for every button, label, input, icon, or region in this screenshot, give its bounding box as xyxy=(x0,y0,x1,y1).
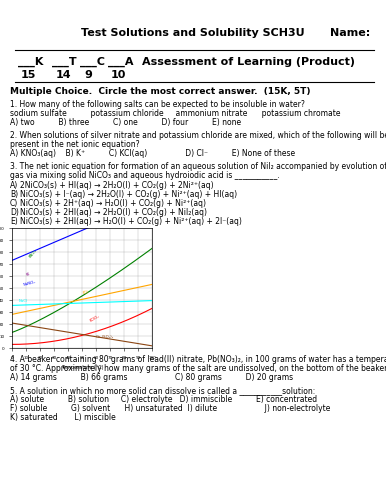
Text: K) saturated       L) miscible: K) saturated L) miscible xyxy=(10,413,116,422)
Text: A) solute          B) solution     C) electrolyte   D) immiscible          E) co: A) solute B) solution C) electrolyte D) … xyxy=(10,395,317,404)
Text: 5. A solution in which no more solid can dissolve is called a ___________solutio: 5. A solution in which no more solid can… xyxy=(10,386,315,395)
Text: 2. When solutions of silver nitrate and potassium chloride are mixed, which of t: 2. When solutions of silver nitrate and … xyxy=(10,131,386,140)
Text: KClO₃: KClO₃ xyxy=(89,314,100,322)
Text: 1. How many of the following salts can be expected to be insoluble in water?: 1. How many of the following salts can b… xyxy=(10,100,305,109)
X-axis label: Temperature (°C): Temperature (°C) xyxy=(61,365,103,370)
Text: NiCO₃(s) + 2H⁺(aq) → H₂O(l) + CO₂(g) + Ni²⁺(aq): NiCO₃(s) + 2H⁺(aq) → H₂O(l) + CO₂(g) + N… xyxy=(20,199,206,208)
Text: NiCO₃(s) + 2HI(aq) → 2H₂O(l) + CO₂(g) + NiI₂(aq): NiCO₃(s) + 2HI(aq) → 2H₂O(l) + CO₂(g) + … xyxy=(20,208,207,217)
Text: NiCO₃(s) + I⁻(aq) → 2H₂O(l) + CO₂(g) + Ni²⁺(aq) + HI(aq): NiCO₃(s) + I⁻(aq) → 2H₂O(l) + CO₂(g) + N… xyxy=(20,190,237,199)
Text: 4. A beaker containing 80 grams of lead(II) nitrate, Pb(NO₃)₂, in 100 grams of w: 4. A beaker containing 80 grams of lead(… xyxy=(10,355,386,364)
Text: E): E) xyxy=(10,217,18,226)
Text: A) two          B) three          C) one          D) four          E) none: A) two B) three C) one D) four E) none xyxy=(10,118,241,127)
Text: B): B) xyxy=(10,190,18,199)
Text: sodium sulfate          potassium chloride     ammonium nitrate      potassium c: sodium sulfate potassium chloride ammoni… xyxy=(10,109,340,118)
Text: A) KNO₃(aq)    B) K⁺          C) KCl(aq)                D) Cl⁻          E) None : A) KNO₃(aq) B) K⁺ C) KCl(aq) D) Cl⁻ E) N… xyxy=(10,149,295,158)
Text: ___K: ___K xyxy=(18,57,43,68)
Text: 3. The net ionic equation for formation of an aqueous solution of NiI₂ accompani: 3. The net ionic equation for formation … xyxy=(10,162,386,171)
Text: of 30 °C. Approximately how many grams of the salt are undissolved, on the botto: of 30 °C. Approximately how many grams o… xyxy=(10,364,386,373)
Text: 15: 15 xyxy=(21,70,36,80)
Text: ___A: ___A xyxy=(108,57,134,68)
Text: ___T: ___T xyxy=(52,57,77,68)
Text: C): C) xyxy=(10,199,18,208)
Text: NaNO₃: NaNO₃ xyxy=(23,280,37,286)
Text: KI: KI xyxy=(26,272,31,277)
Text: NaCl: NaCl xyxy=(19,300,28,304)
Text: KNO₃: KNO₃ xyxy=(29,249,38,259)
Text: A) 14 grams          B) 66 grams                    C) 80 grams          D) 20 g: A) 14 grams B) 66 grams C) 80 grams D) 2… xyxy=(10,373,293,382)
Text: KCl: KCl xyxy=(82,290,89,295)
Text: gas via mixing solid NiCO₃ and aqueous hydroiodic acid is ___________.: gas via mixing solid NiCO₃ and aqueous h… xyxy=(10,171,280,180)
Text: A): A) xyxy=(10,181,18,190)
Text: Test Solutions and Solubility SCH3U: Test Solutions and Solubility SCH3U xyxy=(81,28,305,38)
Text: F) soluble          G) solvent      H) unsaturated  I) dilute                   : F) soluble G) solvent H) unsaturated I) … xyxy=(10,404,330,413)
Text: 2NiCO₃(s) + HI(aq) → 2H₂O(l) + CO₂(g) + 2Ni²⁺(aq): 2NiCO₃(s) + HI(aq) → 2H₂O(l) + CO₂(g) + … xyxy=(20,181,213,190)
Text: 9: 9 xyxy=(84,70,92,80)
Text: Multiple Choice.  Circle the most correct answer.  (15K, 5T): Multiple Choice. Circle the most correct… xyxy=(10,87,310,96)
Text: Name:: Name: xyxy=(330,28,370,38)
Text: ___C: ___C xyxy=(80,57,105,68)
Text: NiCO₃(s) + 2HI(aq) → H₂O(l) + CO₂(g) + Ni²⁺(aq) + 2I⁻(aq): NiCO₃(s) + 2HI(aq) → H₂O(l) + CO₂(g) + N… xyxy=(20,217,242,226)
Text: present in the net ionic equation?: present in the net ionic equation? xyxy=(10,140,140,149)
Text: Ce₂(SO₄)₃: Ce₂(SO₄)₃ xyxy=(96,336,114,340)
Text: 14: 14 xyxy=(56,70,72,80)
Text: Assessment of Learning (Product): Assessment of Learning (Product) xyxy=(142,57,355,67)
Text: D): D) xyxy=(10,208,19,217)
Text: 10: 10 xyxy=(111,70,126,80)
